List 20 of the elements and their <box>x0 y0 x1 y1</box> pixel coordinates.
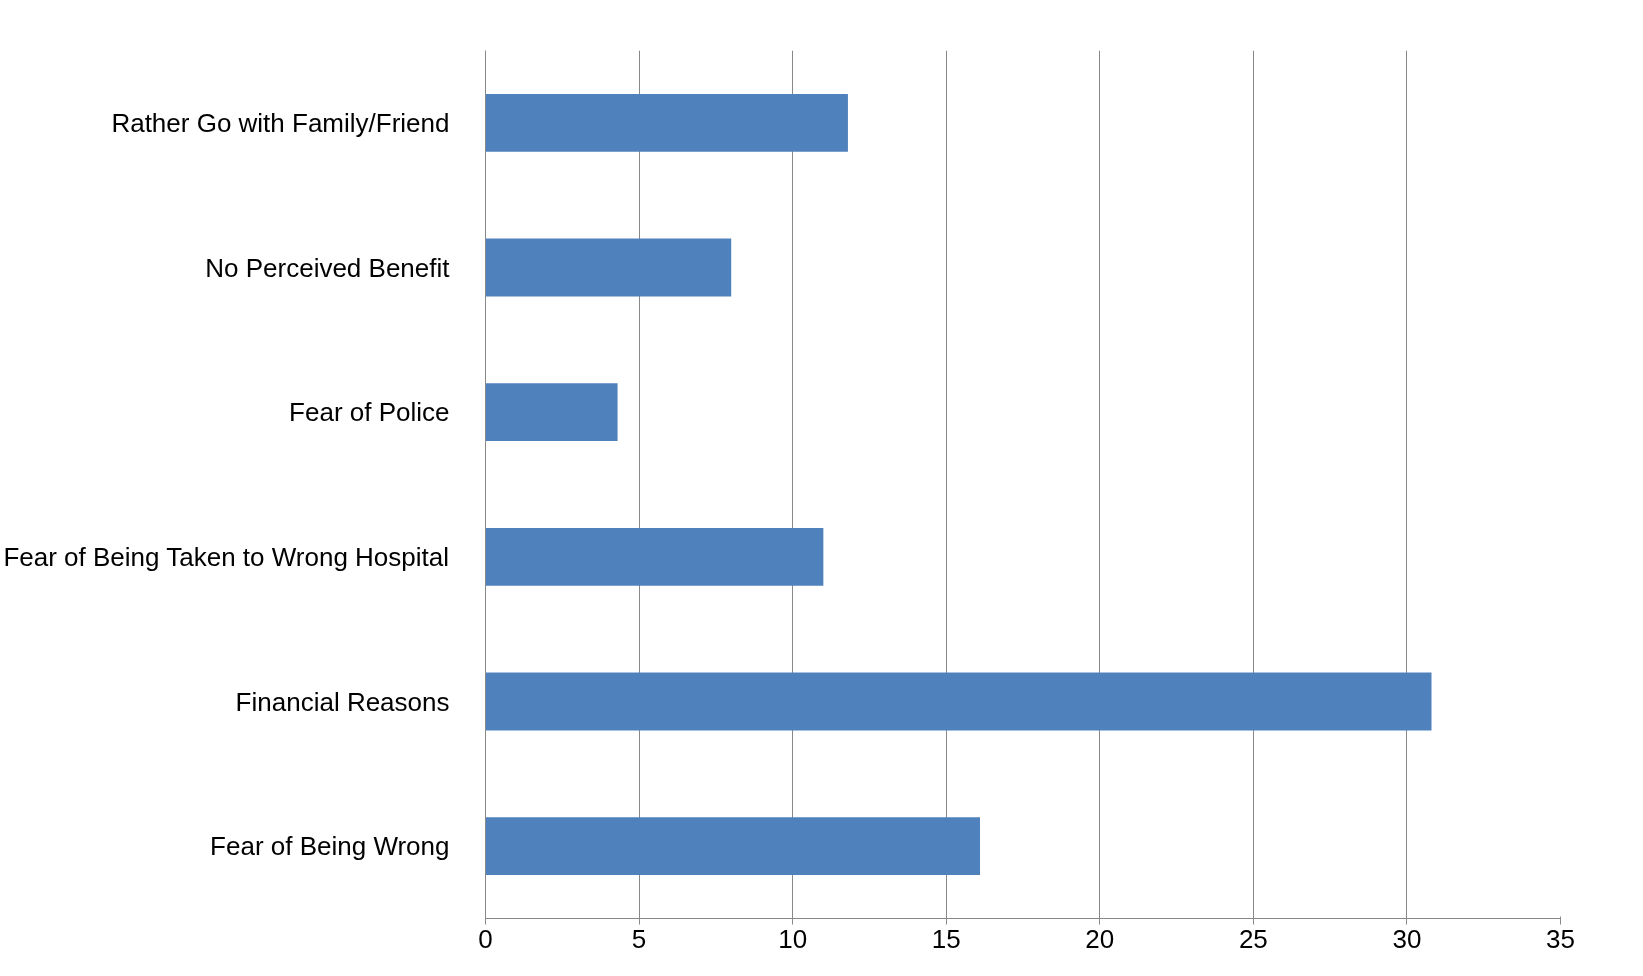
y-tick-label: Rather Go with Family/Friend <box>111 107 450 138</box>
y-tick-label: No Perceived Benefit <box>205 252 451 283</box>
x-tick-label: 5 <box>631 923 647 954</box>
bar <box>485 817 980 876</box>
x-tick-label: 35 <box>1546 923 1575 954</box>
bar <box>485 383 618 442</box>
x-tick-label: 0 <box>478 923 493 954</box>
x-tick-label: 20 <box>1085 923 1115 954</box>
bar <box>485 238 732 297</box>
y-tick-label: Fear of Police <box>289 397 450 428</box>
x-tick-label: 15 <box>931 923 961 954</box>
bar <box>485 527 824 586</box>
x-tick-label: 30 <box>1392 923 1422 954</box>
bar <box>485 672 1432 731</box>
y-tick-label: Fear of Being Wrong <box>210 831 450 862</box>
x-tick-label: 25 <box>1238 923 1268 954</box>
x-tick-label: 10 <box>778 923 808 954</box>
y-tick-label: Fear of Being Taken to Wrong Hospital <box>3 541 450 572</box>
bar <box>485 93 848 152</box>
y-tick-label: Financial Reasons <box>235 686 450 717</box>
